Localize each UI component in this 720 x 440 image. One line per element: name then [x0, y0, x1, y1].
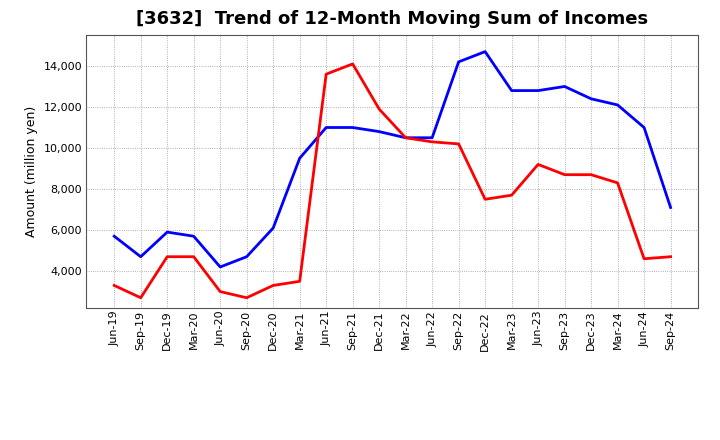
Ordinary Income — [348, 125, 357, 130]
Ordinary Income — [243, 254, 251, 259]
Net Income — [110, 283, 119, 288]
Net Income — [136, 295, 145, 301]
Ordinary Income — [666, 205, 675, 210]
Ordinary Income — [454, 59, 463, 65]
Ordinary Income — [189, 234, 198, 239]
Net Income — [587, 172, 595, 177]
Ordinary Income — [110, 234, 119, 239]
Ordinary Income — [428, 135, 436, 140]
Ordinary Income — [216, 264, 225, 270]
Net Income — [322, 72, 330, 77]
Net Income — [534, 162, 542, 167]
Net Income — [269, 283, 277, 288]
Net Income — [348, 61, 357, 66]
Net Income — [666, 254, 675, 259]
Ordinary Income — [269, 225, 277, 231]
Ordinary Income — [534, 88, 542, 93]
Net Income — [481, 197, 490, 202]
Ordinary Income — [508, 88, 516, 93]
Y-axis label: Amount (million yen): Amount (million yen) — [25, 106, 38, 237]
Ordinary Income — [163, 230, 171, 235]
Ordinary Income — [613, 102, 622, 107]
Ordinary Income — [560, 84, 569, 89]
Net Income — [375, 106, 384, 112]
Net Income — [216, 289, 225, 294]
Line: Net Income: Net Income — [114, 64, 670, 298]
Net Income — [428, 139, 436, 144]
Title: [3632]  Trend of 12-Month Moving Sum of Incomes: [3632] Trend of 12-Month Moving Sum of I… — [136, 10, 649, 28]
Net Income — [243, 295, 251, 301]
Net Income — [163, 254, 171, 259]
Ordinary Income — [587, 96, 595, 102]
Net Income — [401, 135, 410, 140]
Ordinary Income — [295, 156, 304, 161]
Ordinary Income — [401, 135, 410, 140]
Net Income — [295, 279, 304, 284]
Ordinary Income — [640, 125, 649, 130]
Net Income — [508, 193, 516, 198]
Ordinary Income — [136, 254, 145, 259]
Net Income — [189, 254, 198, 259]
Net Income — [640, 256, 649, 261]
Ordinary Income — [375, 129, 384, 134]
Net Income — [454, 141, 463, 147]
Ordinary Income — [322, 125, 330, 130]
Line: Ordinary Income: Ordinary Income — [114, 51, 670, 267]
Net Income — [613, 180, 622, 186]
Ordinary Income — [481, 49, 490, 54]
Net Income — [560, 172, 569, 177]
